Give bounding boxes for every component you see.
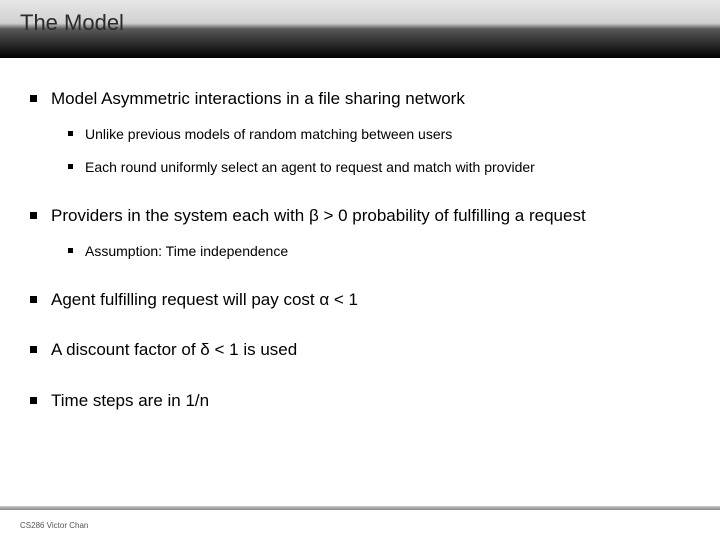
list-item: Model Asymmetric interactions in a file … <box>30 88 690 177</box>
bullet-text: Agent fulfilling request will pay cost α… <box>51 289 358 312</box>
bullet-text: Unlike previous models of random matchin… <box>85 125 452 144</box>
square-bullet-icon <box>30 212 37 219</box>
slide-title: The Model <box>20 10 700 36</box>
bullet-list: Model Asymmetric interactions in a file … <box>30 88 690 413</box>
list-item: Agent fulfilling request will pay cost α… <box>30 289 690 312</box>
slide-body: Model Asymmetric interactions in a file … <box>0 58 720 413</box>
square-bullet-icon <box>68 131 73 136</box>
bullet-text: Time steps are in 1/n <box>51 390 209 413</box>
list-item: Unlike previous models of random matchin… <box>30 125 690 144</box>
bullet-text: Assumption: Time independence <box>85 242 288 261</box>
square-bullet-icon <box>30 296 37 303</box>
square-bullet-icon <box>30 397 37 404</box>
list-item: Time steps are in 1/n <box>30 390 690 413</box>
list-item: A discount factor of δ < 1 is used <box>30 339 690 362</box>
square-bullet-icon <box>30 95 37 102</box>
list-item: Providers in the system each with β > 0 … <box>30 205 690 261</box>
footer-text: CS286 Victor Chan <box>20 521 88 530</box>
bullet-text: A discount factor of δ < 1 is used <box>51 339 297 362</box>
square-bullet-icon <box>30 346 37 353</box>
square-bullet-icon <box>68 248 73 253</box>
slide-header: The Model <box>0 0 720 58</box>
sub-list: Assumption: Time independence <box>30 242 690 261</box>
bullet-text: Each round uniformly select an agent to … <box>85 158 535 177</box>
bullet-text: Providers in the system each with β > 0 … <box>51 205 586 228</box>
sub-list: Unlike previous models of random matchin… <box>30 125 690 177</box>
list-item: Assumption: Time independence <box>30 242 690 261</box>
bullet-text: Model Asymmetric interactions in a file … <box>51 88 465 111</box>
footer-divider <box>0 506 720 510</box>
list-item: Each round uniformly select an agent to … <box>30 158 690 177</box>
square-bullet-icon <box>68 164 73 169</box>
